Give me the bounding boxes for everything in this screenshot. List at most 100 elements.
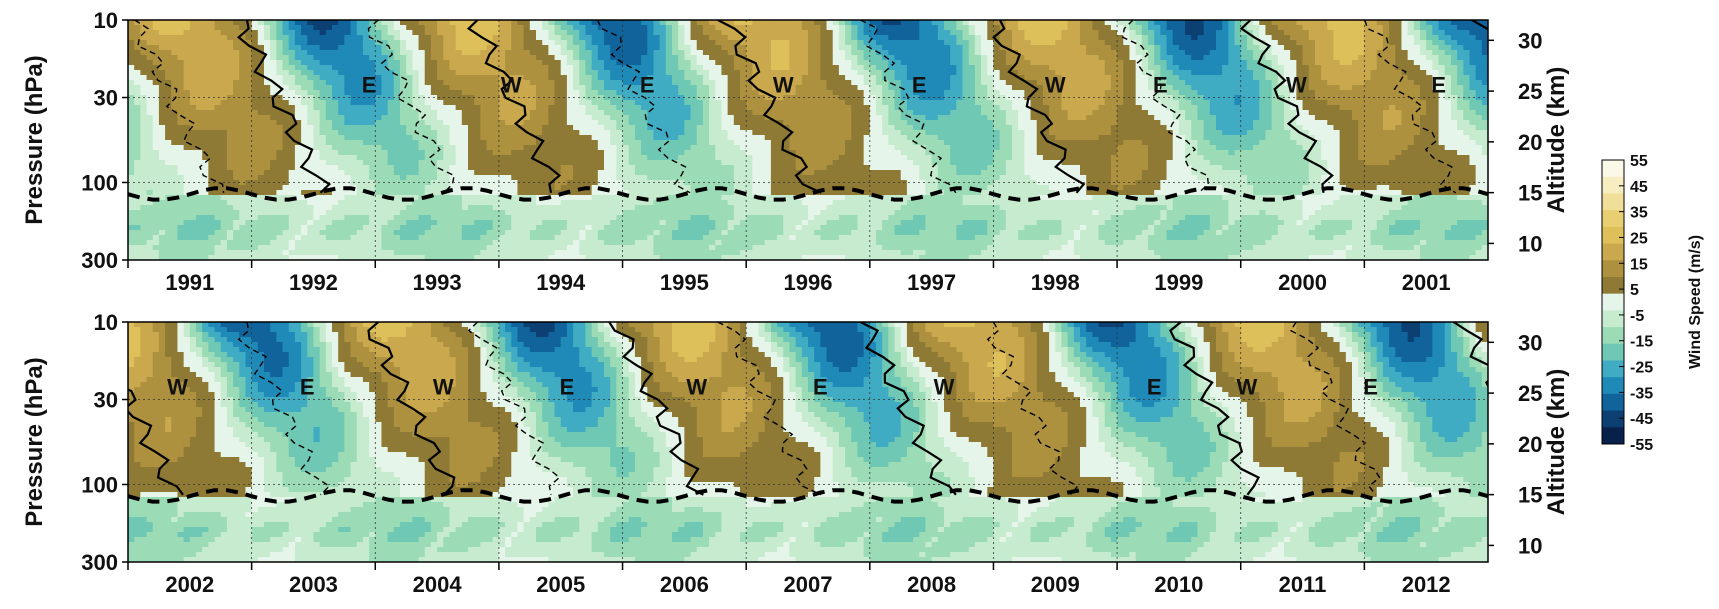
wind-cell [882,40,889,46]
wind-cell [1376,90,1384,96]
wind-cell [733,60,741,66]
wind-cell [1166,120,1174,126]
wind-cell [1092,40,1100,46]
wind-cell [1413,70,1421,76]
wind-cell [1314,85,1322,91]
wind-cell [505,40,512,46]
wind-cell [764,35,772,41]
wind-cell [393,90,401,96]
wind-cell [375,60,383,66]
wind-cell [1166,60,1174,66]
wind-cell [245,125,253,131]
wind-cell [511,130,519,136]
wind-cell [449,85,457,91]
wind-cell [1117,60,1124,66]
wind-cell [468,30,475,36]
wind-cell [406,75,413,81]
wind-cell [1067,40,1075,46]
wind-cell [900,20,908,26]
wind-cell [393,65,401,71]
wind-cell [177,95,185,101]
wind-cell [468,115,475,121]
wind-cell [1228,60,1236,66]
wind-cell [1395,25,1403,31]
wind-cell [325,40,333,46]
wind-cell [801,100,809,106]
wind-cell [628,110,636,116]
wind-cell [474,30,481,36]
wind-cell [950,30,957,36]
wind-cell [1098,45,1106,51]
wind-cell [480,40,488,46]
wind-cell [480,50,488,56]
wind-cell [350,30,358,36]
wind-cell [1092,110,1100,116]
wind-cell [189,125,197,131]
wind-cell [1265,75,1273,81]
wind-cell [1253,90,1260,96]
wind-cell [1364,80,1372,86]
wind-cell [1432,105,1440,111]
wind-cell [1321,110,1328,116]
wind-cell [1030,50,1038,56]
wind-cell [1129,100,1137,106]
wind-cell [974,30,982,36]
wind-cell [554,115,562,121]
wind-cell [134,80,141,86]
wind-cell [146,65,154,71]
wind-cell [548,55,556,61]
wind-cell [851,25,859,31]
wind-cell [1049,80,1056,86]
wind-cell [1364,85,1372,91]
wind-cell [418,20,426,26]
wind-cell [838,115,846,121]
wind-cell [177,100,185,106]
wind-cell [325,70,333,76]
wind-cell [325,75,333,81]
wind-cell [1481,115,1488,121]
wind-cell [1012,120,1019,126]
wind-cell [709,70,716,76]
wind-cell [851,60,859,66]
wind-cell [616,80,624,86]
wind-cell [344,30,352,36]
wind-cell [925,125,933,131]
wind-cell [974,70,982,76]
wind-cell [183,25,191,31]
wind-cell [511,120,519,126]
wind-cell [1197,110,1205,116]
wind-cell [573,75,580,81]
wind-cell [356,85,364,91]
wind-cell [653,20,661,26]
wind-cell [1370,110,1378,116]
wind-cell [1080,20,1087,26]
wind-cell [1055,45,1063,51]
wind-cell [882,90,889,96]
wind-cell [1401,105,1409,111]
wind-cell [956,25,964,31]
wind-cell [1092,50,1100,56]
wind-cell [894,75,902,81]
wind-cell [1005,55,1013,61]
wind-cell [1321,100,1328,106]
wind-cell [1012,25,1019,31]
wind-cell [1327,90,1335,96]
wind-cell [672,110,679,116]
wind-cell [727,100,735,106]
wind-cell [325,55,333,61]
wind-cell [529,25,537,31]
wind-cell [140,70,148,76]
wind-cell [1141,65,1149,71]
wind-cell [412,115,420,121]
wind-cell [276,65,284,71]
wind-cell [1129,75,1137,81]
wind-cell [313,105,321,111]
wind-cell [956,60,964,66]
wind-cell [1259,65,1267,71]
wind-cell [461,130,469,136]
wind-cell [1277,110,1285,116]
wind-cell [251,40,259,46]
wind-cell [1042,65,1050,71]
wind-cell [498,50,506,56]
wind-cell [1481,120,1488,126]
